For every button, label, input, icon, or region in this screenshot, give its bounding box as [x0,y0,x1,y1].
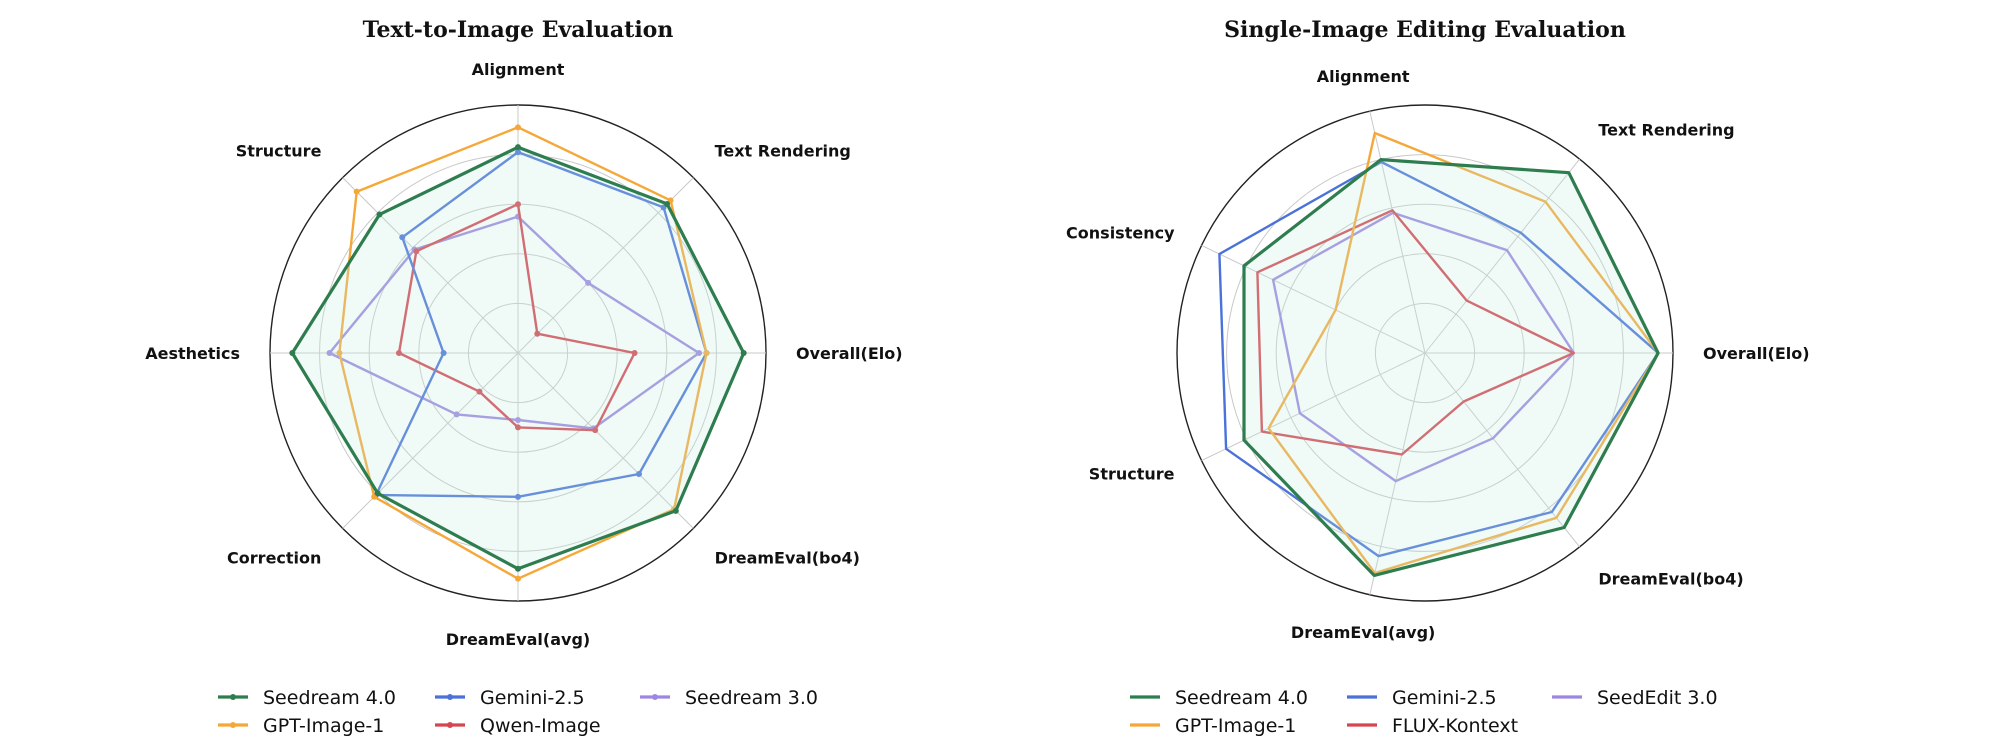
data-point-qwen-image [515,424,521,431]
chart-title: Text-to-Image Evaluation [363,17,674,43]
data-point-gpt-image-1 [703,350,710,356]
data-point-gpt-image-1 [336,350,343,356]
data-point-gpt-image-1 [515,124,521,131]
data-point-gpt-image-1 [515,575,521,582]
series-line-gpt-image-1 [1267,131,1660,575]
series-line-gemini-2-5 [1218,160,1660,558]
legend-marker [230,722,236,728]
axis-label-alignment: Alignment [1317,67,1410,86]
axis-label-alignment: Alignment [472,60,565,79]
axis-spoke [1201,352,1426,462]
axis-label-aesthetics: Aesthetics [145,344,240,363]
radar-series [289,124,747,582]
legend-marker [447,694,453,700]
legend-item-seedream-4-0: Seedream 4.0 [218,687,396,709]
legend-label: Seedream 4.0 [1175,687,1308,709]
series-line-seedream-4-0 [1242,158,1660,578]
radar-axis-labels: Overall(Elo) Text Rendering Alignment Consi… [1066,67,1810,642]
data-point-qwen-image [631,350,638,356]
series-line-seededit-3-0 [1271,211,1576,483]
data-point-qwen-image [413,248,420,255]
series-line-seedream-4-0 [290,145,746,571]
data-point-gemini-2-5 [440,350,447,356]
axis-spoke [342,352,519,529]
axis-label-structure: Structure [236,141,322,160]
axis-spoke [1424,158,1581,354]
chart-title: Single-Image Editing Evaluation [1224,17,1626,43]
data-point-seedream-4-0 [289,350,296,356]
data-point-gemini-2-5 [399,234,406,241]
legend-item-gpt-image-1: GPT-Image-1 [218,715,384,737]
axis-spoke [1201,244,1426,354]
legend-item-gemini-2-5: Gemini-2.5 [435,687,585,709]
legend-label: Qwen-Image [480,715,601,737]
axis-label-consistency: Consistency [1066,223,1175,242]
data-point-gemini-2-5 [515,493,521,500]
data-point-gpt-image-1 [353,188,360,195]
data-point-qwen-image [515,201,521,208]
legend-item-seedream-4-0: Seedream 4.0 [1130,687,1308,709]
axis-label-text-rendering: Text Rendering [715,141,851,160]
axis-label-dreameval-bo4: DreamEval(bo4) [1598,569,1743,588]
data-point-seedream-3-0 [585,279,592,286]
axis-label-correction: Correction [227,549,321,568]
data-point-seedream-4-0 [515,565,521,572]
legend-item-gemini-2-5: Gemini-2.5 [1347,687,1497,709]
text-to-image-radar-panel: Text-to-Image Evaluation Overall(Elo) Tex… [145,17,902,737]
data-point-seedream-3-0 [696,350,703,356]
legend-label: Gemini-2.5 [480,687,585,709]
data-point-qwen-image [534,330,541,337]
data-point-seedream-4-0 [740,350,747,356]
legend-label: Gemini-2.5 [1392,687,1497,709]
axis-label-overall-elo: Overall(Elo) [796,344,903,363]
data-point-seedream-4-0 [664,200,671,207]
axis-spoke [517,352,694,529]
axis-spoke [1424,352,1581,548]
legend-label: FLUX-Kontext [1392,715,1518,737]
data-point-seedream-3-0 [326,350,333,356]
axis-spoke [1369,111,1426,354]
radar-series [1218,131,1660,578]
data-point-qwen-image [592,427,599,434]
data-point-seedream-3-0 [453,411,460,418]
axis-label-dreameval-bo4: DreamEval(bo4) [715,549,860,568]
axis-label-overall-elo: Overall(Elo) [1703,344,1810,363]
axis-spoke [1369,352,1426,595]
axis-spoke [342,177,519,354]
legend-marker [447,722,453,728]
data-point-gemini-2-5 [515,149,521,156]
data-point-qwen-image [476,388,483,395]
legend-label: Seedream 4.0 [263,687,396,709]
data-point-qwen-image [395,350,402,356]
legend: Seedream 4.0 GPT-Image-1 Gemini-2.5 FLUX-Ko… [1130,687,1718,737]
axis-label-dreameval-avg: DreamEval(avg) [446,630,590,649]
axis-label-structure: Structure [1089,465,1175,484]
image-editing-radar-panel: Single-Image Editing Evaluation Overall(… [1066,17,1810,737]
legend-label: SeedEdit 3.0 [1597,687,1718,709]
radar-axis-labels: Overall(Elo) Text Rendering Alignment Struc… [145,60,902,649]
axis-label-text-rendering: Text Rendering [1598,121,1734,140]
legend-label: GPT-Image-1 [263,715,384,737]
radar-grid [269,104,767,602]
data-point-seedream-4-0 [376,211,383,218]
legend-item-qwen-image: Qwen-Image [435,715,601,737]
legend-label: GPT-Image-1 [1175,715,1296,737]
legend-item-seedream-3-0: Seedream 3.0 [640,687,818,709]
axis-label-dreameval-avg: DreamEval(avg) [1291,623,1435,642]
data-point-seedream-3-0 [515,416,521,423]
data-point-seedream-4-0 [515,144,521,151]
data-point-seedream-4-0 [672,507,679,514]
legend-item-gpt-image-1: GPT-Image-1 [1130,715,1296,737]
data-point-gemini-2-5 [636,471,643,478]
legend-marker [230,694,236,700]
legend: Seedream 4.0 GPT-Image-1 Gemini-2.5 Qwen-Im… [218,687,818,737]
legend-marker [652,694,658,700]
legend-label: Seedream 3.0 [685,687,818,709]
series-line-flux-kontext [1256,209,1576,456]
legend-item-flux-kontext: FLUX-Kontext [1347,715,1518,737]
legend-item-seededit-3-0: SeedEdit 3.0 [1552,687,1718,709]
data-point-seedream-4-0 [374,490,381,497]
